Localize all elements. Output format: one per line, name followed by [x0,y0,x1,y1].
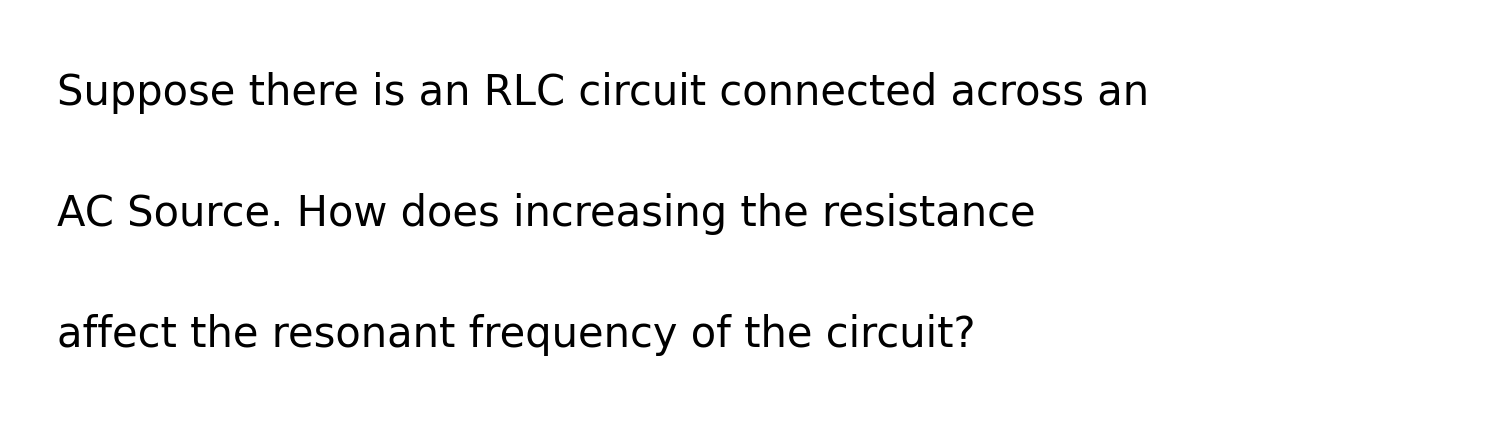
Text: AC Source. How does increasing the resistance: AC Source. How does increasing the resis… [57,193,1035,235]
Text: affect the resonant frequency of the circuit?: affect the resonant frequency of the cir… [57,314,975,356]
Text: Suppose there is an RLC circuit connected across an: Suppose there is an RLC circuit connecte… [57,72,1149,114]
